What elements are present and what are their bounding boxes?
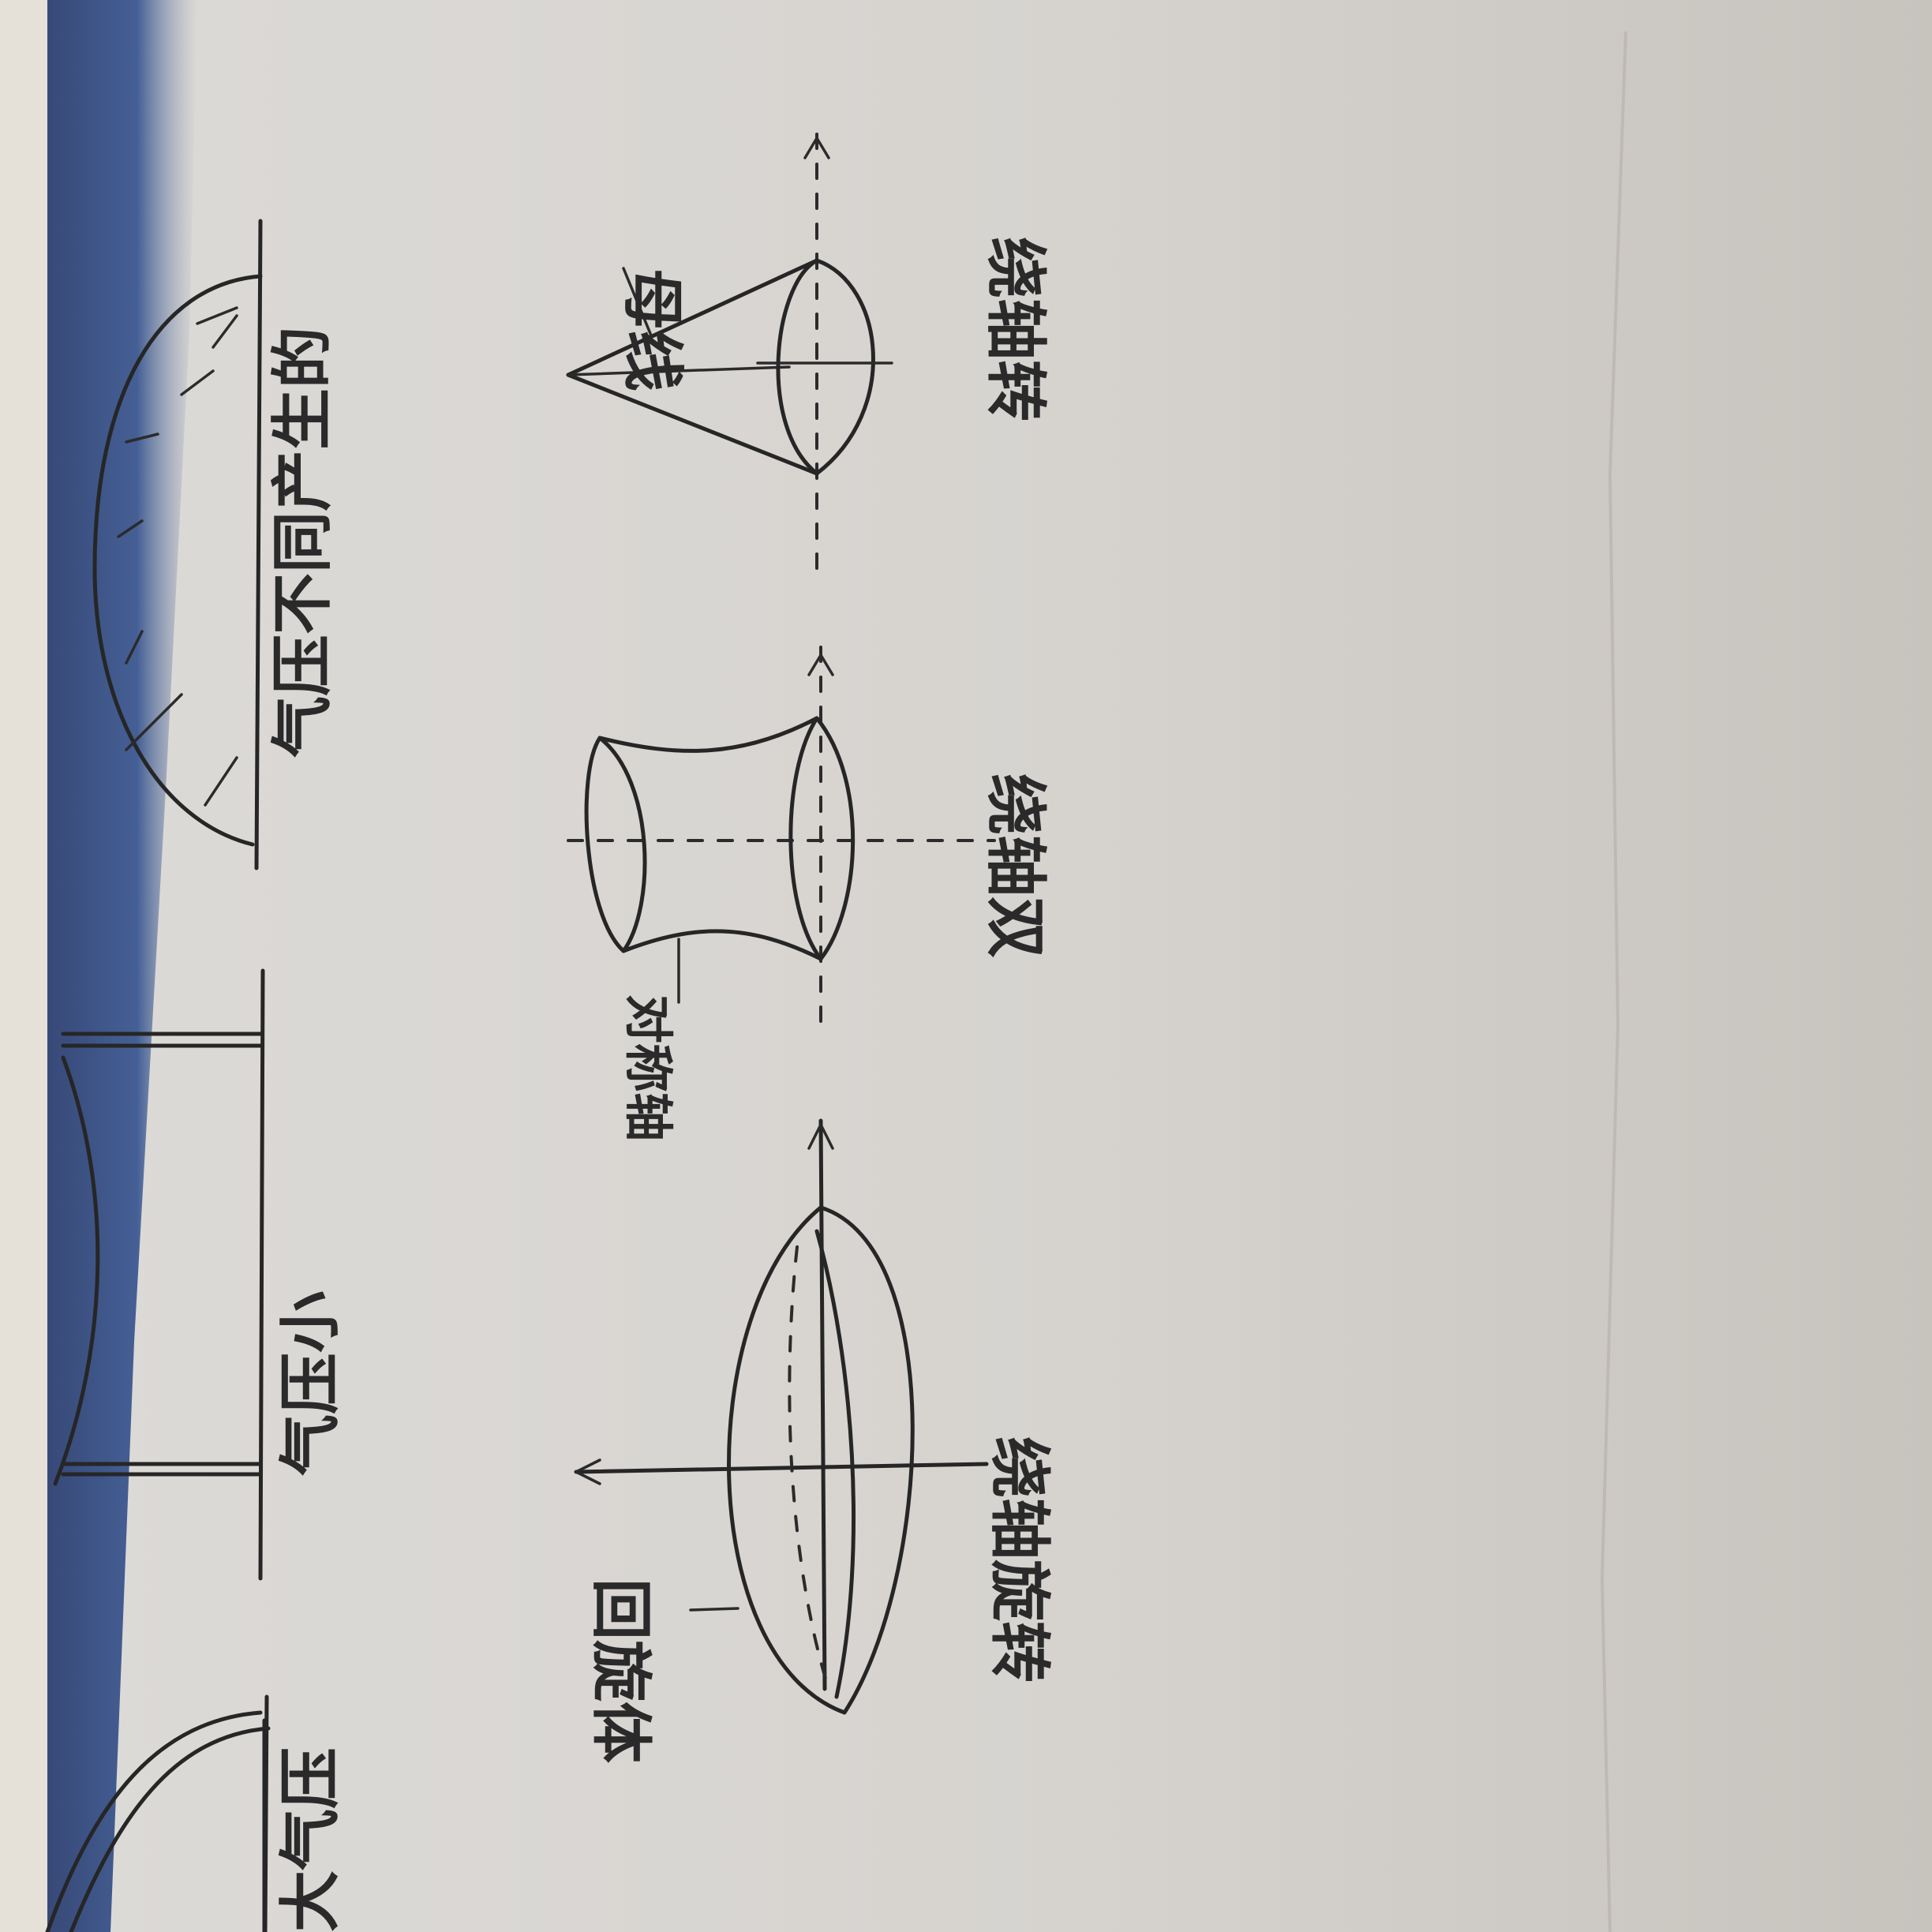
binding-shadow [47,0,197,1932]
ellipsoid-side-label: 回旋体 [585,1578,656,1763]
paper-fold [1600,31,1627,1932]
left-top-label: 气压不同产生的 [268,327,339,758]
ellipsoid-drawing [574,1118,989,1715]
hyperboloid-drawing [567,646,996,1028]
left-bottom-label: 大气压 [275,1747,346,1932]
ellipsoid-name-label: 绕轴旋转 [983,1436,1054,1683]
cone-drawing [566,133,893,570]
cone-name-label: 绕轴转 [979,237,1050,421]
hyperboloid-axis-label: 对称轴 [620,994,677,1141]
left-middle-label: 气压小 [275,1291,346,1476]
left-panel-drawings [45,219,271,1932]
hyperboloid-name-label: 绕轴双 [979,773,1050,958]
cone-side-label: 母线 [616,268,687,391]
